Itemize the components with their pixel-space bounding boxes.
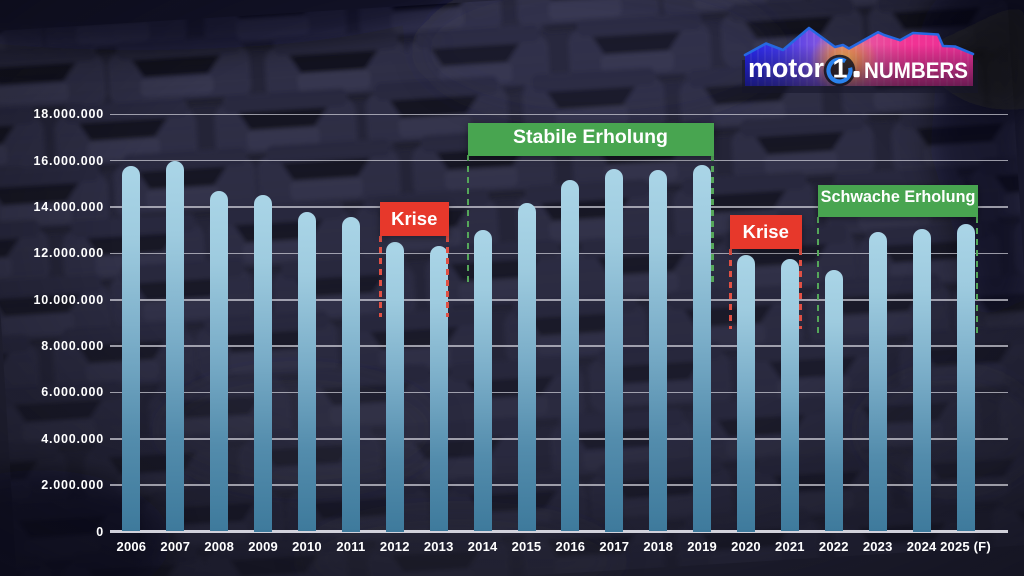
svg-text:motor: motor [748, 53, 824, 83]
svg-text:1: 1 [833, 54, 848, 84]
svg-text:NUMBERS: NUMBERS [864, 58, 968, 83]
